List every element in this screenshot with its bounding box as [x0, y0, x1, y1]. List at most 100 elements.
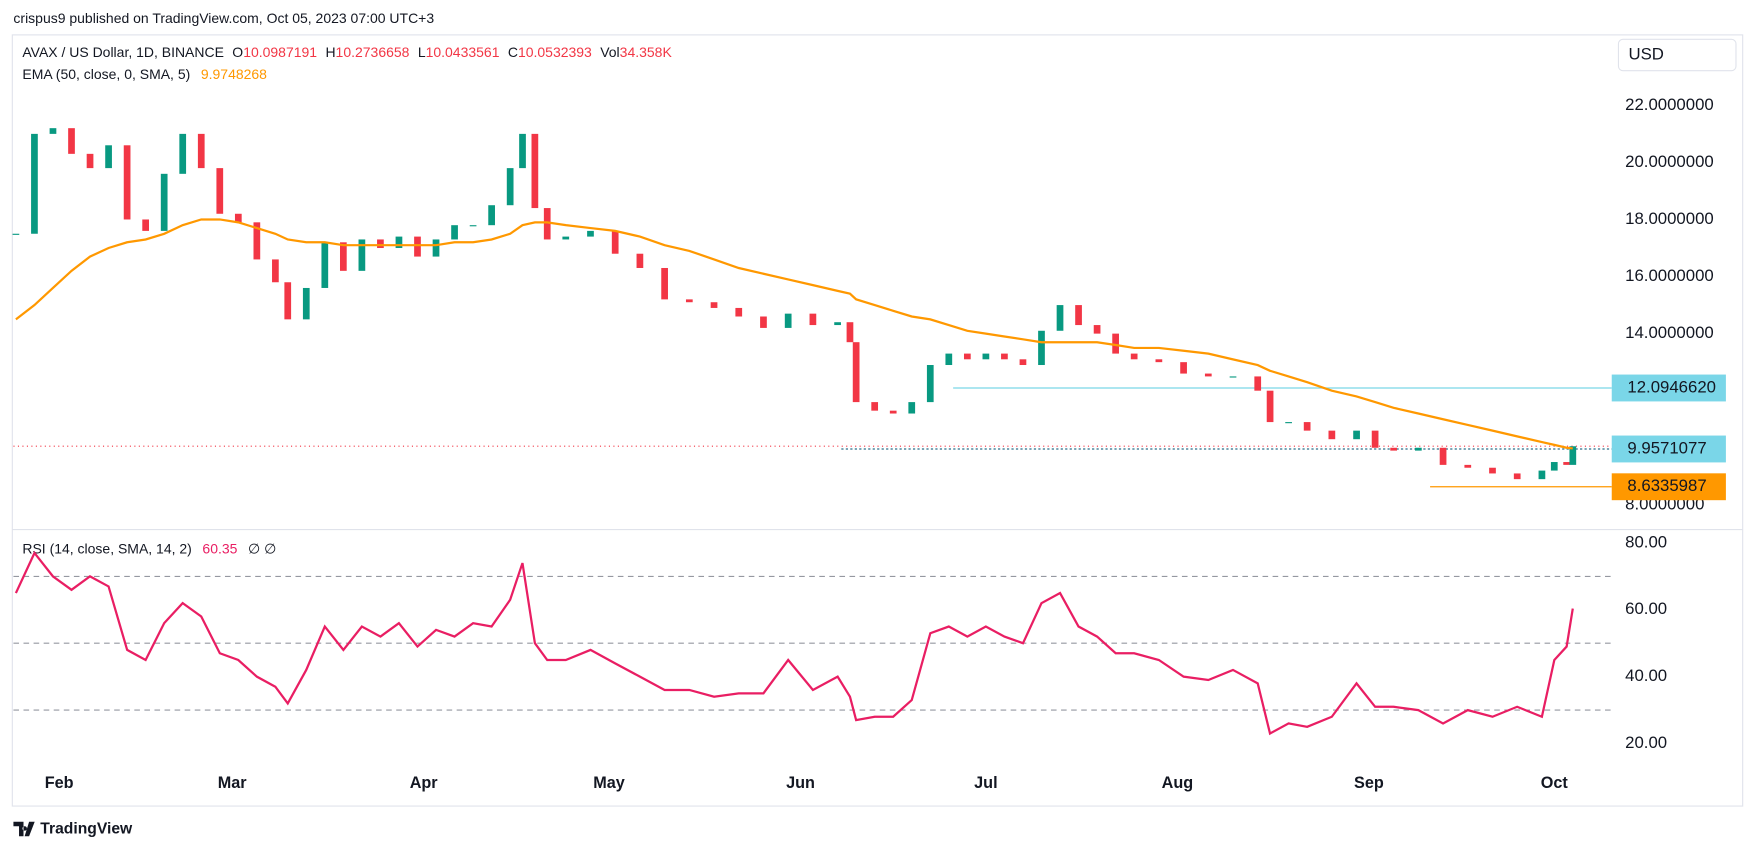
candle	[12, 233, 20, 235]
candle	[31, 133, 38, 234]
y-tick-label: 18.0000000	[1625, 209, 1714, 228]
symbol: AVAX / US Dollar, 1D, BINANCE	[22, 43, 224, 59]
x-tick-label: Sep	[1354, 774, 1384, 792]
candle	[1414, 447, 1422, 451]
candle	[1285, 422, 1292, 424]
candle	[1569, 446, 1577, 465]
candle	[1180, 362, 1187, 374]
candle	[432, 239, 440, 257]
candle	[377, 239, 384, 249]
ohlc-key: O	[232, 43, 243, 59]
candle	[1303, 422, 1311, 431]
x-tick-label: May	[593, 774, 625, 792]
ohlc-key: Vol	[600, 43, 619, 59]
candle	[519, 133, 526, 169]
logo-text: TradingView	[40, 821, 133, 838]
ohlc-value: 34.358K	[620, 43, 673, 59]
candle	[834, 322, 841, 326]
candle	[234, 213, 242, 223]
y-tick-label: 14.0000000	[1625, 323, 1714, 342]
candle	[1204, 373, 1212, 377]
candle	[1489, 467, 1496, 474]
candle	[1353, 430, 1360, 440]
candle	[253, 222, 261, 260]
candle	[889, 410, 897, 414]
logo-icon	[13, 821, 35, 837]
x-tick-label: Aug	[1162, 774, 1194, 792]
rsi-legend: RSI (14, close, SMA, 14, 2) 60.35 ∅ ∅	[22, 540, 276, 556]
candle	[1439, 447, 1447, 465]
rsi-tick-label: 60.00	[1625, 599, 1667, 618]
candle	[105, 145, 112, 169]
candle	[636, 253, 644, 268]
candle	[469, 225, 477, 227]
level-label: 9.9571077	[1627, 438, 1706, 457]
candle	[871, 402, 879, 411]
ema-line	[15, 218, 1573, 450]
candle	[1038, 330, 1045, 366]
candle	[142, 219, 150, 231]
candle	[531, 133, 539, 209]
candle	[1112, 333, 1119, 354]
ohlc-key: C	[508, 43, 518, 59]
candle	[809, 313, 817, 326]
x-tick-label: Mar	[218, 774, 248, 792]
candle	[451, 225, 458, 240]
level-label-bg	[1611, 473, 1726, 501]
candle	[1075, 305, 1082, 326]
level-label: 8.6335987	[1627, 476, 1706, 495]
candle	[86, 153, 94, 169]
candle	[611, 230, 619, 254]
candle	[587, 230, 594, 237]
candle	[414, 236, 421, 257]
candle	[1093, 325, 1101, 334]
ema-value: 9.9748268	[201, 66, 267, 82]
candle	[1464, 464, 1472, 468]
candle	[945, 353, 953, 366]
frame	[11, 34, 1744, 807]
candle	[926, 365, 934, 403]
candle	[963, 353, 971, 360]
candle	[543, 208, 551, 240]
x-tick-label: Jun	[786, 774, 815, 792]
candle	[1130, 353, 1138, 360]
rsi-extra: ∅ ∅	[248, 540, 276, 556]
currency: USD	[1629, 44, 1664, 63]
logo: TradingView	[13, 821, 133, 838]
ohlc-value: 10.0532393	[518, 43, 592, 59]
y-tick-label: 20.0000000	[1625, 152, 1714, 171]
ema-name: EMA (50, close, 0, SMA, 5)	[22, 66, 190, 82]
candle	[1563, 462, 1570, 465]
rsi-tick-label: 40.00	[1625, 666, 1667, 685]
candle	[735, 307, 743, 317]
candle	[1328, 430, 1336, 440]
candle	[1550, 462, 1558, 471]
candle	[846, 322, 854, 343]
x-tick-label: Apr	[410, 774, 439, 792]
candle	[1056, 305, 1064, 331]
candle	[1266, 390, 1274, 423]
candle	[1371, 430, 1379, 448]
rsi-tick-label: 80.00	[1625, 532, 1667, 551]
candle	[302, 287, 310, 320]
candle	[284, 282, 292, 320]
ohlc-key: L	[418, 43, 426, 59]
candle	[1538, 470, 1546, 480]
level-label: 12.0946620	[1627, 377, 1716, 396]
candle	[395, 236, 403, 249]
candle	[321, 242, 329, 288]
rsi-line	[14, 550, 1574, 736]
y-tick-label: 22.0000000	[1625, 95, 1714, 114]
currency-button[interactable]	[1617, 38, 1737, 72]
candle	[488, 205, 495, 226]
x-tick-label: Feb	[45, 774, 74, 792]
candle	[661, 267, 668, 300]
ohlc-value: 10.0433561	[426, 43, 500, 59]
y-tick-label: 16.0000000	[1625, 266, 1714, 285]
candle	[68, 128, 75, 154]
rsi-value: 60.35	[202, 540, 237, 556]
ohlc-legend: AVAX / US Dollar, 1D, BINANCE O10.098719…	[22, 43, 672, 59]
candle	[1001, 353, 1008, 360]
